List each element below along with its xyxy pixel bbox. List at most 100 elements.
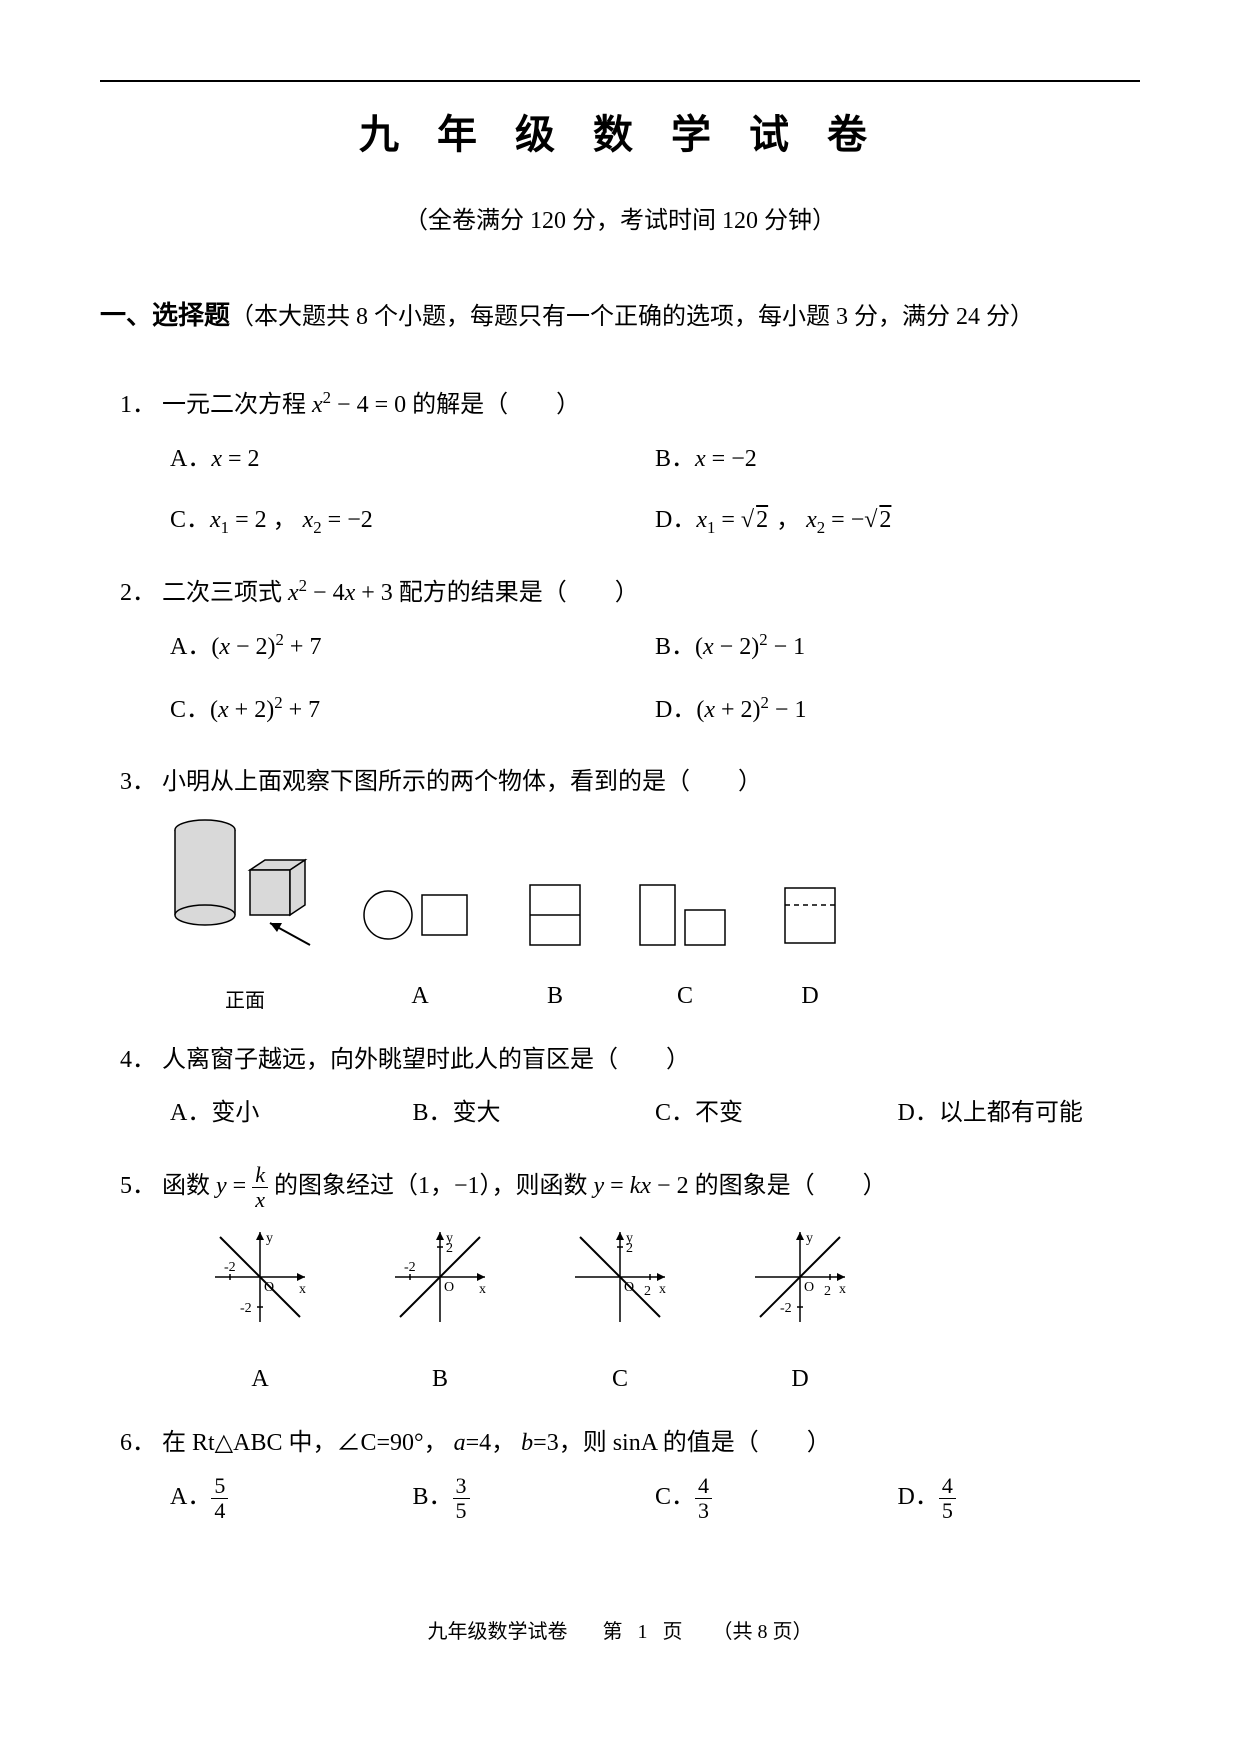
q4-stem: 人离窗子越远，向外眺望时此人的盲区是（ ） [162, 1047, 690, 1073]
q5-graph-d: x y O 2 -2 D [740, 1222, 860, 1402]
svg-text:2: 2 [626, 1241, 633, 1256]
q5-stem-c: 的图象是（ ） [695, 1173, 887, 1199]
svg-text:O: O [444, 1280, 454, 1295]
q6-opt-a: A．54 [170, 1474, 413, 1523]
q4-opt-b: B．变大 [413, 1091, 656, 1137]
q2-stem-b: 配方的结果是（ ） [399, 580, 639, 606]
q1-opt-a: A．x = 2 [170, 437, 655, 483]
svg-text:x: x [479, 1282, 486, 1297]
q3-label-a: A [360, 974, 480, 1020]
q2-stem-a: 二次三项式 [162, 580, 282, 606]
page-subtitle: （全卷满分 120 分，考试时间 120 分钟） [100, 200, 1140, 235]
q1-opt-c: C．x1 = 2 ， x2 = −2 [170, 498, 655, 544]
section-1-heading: 一、选择题 [100, 301, 230, 330]
q3-label-b: B [510, 974, 600, 1020]
svg-text:2: 2 [644, 1284, 651, 1299]
q6-stem-c: =3，则 sinA 的值是（ ） [533, 1430, 831, 1456]
q1-stem-a: 一元二次方程 [162, 392, 306, 418]
q6-stem-a: 在 Rt△ABC 中，∠C=90°， [162, 1430, 448, 1456]
svg-text:-2: -2 [240, 1301, 252, 1316]
q6-options: A．54 B．35 C．43 D．45 [170, 1466, 1140, 1531]
q5-graph-a: x y O -2 -2 A [200, 1222, 320, 1402]
q1-options: A．x = 2 B．x = −2 C．x1 = 2 ， x2 = −2 D．x1… [170, 429, 1140, 552]
question-2: 2． 二次三项式 x2 − 4x + 3 配方的结果是（ ） A．(x − 2)… [120, 570, 1140, 742]
question-3: 3． 小明从上面观察下图所示的两个物体，看到的是（ ） [120, 760, 1140, 1020]
q2-num: 2． [120, 580, 156, 606]
footer-a: 九年级数学试卷 [428, 1621, 568, 1643]
question-1: 1． 一元二次方程 x2 − 4 = 0 的解是（ ） A．x = 2 B．x … [120, 382, 1140, 552]
section-1: 一、选择题（本大题共 8 个小题，每题只有一个正确的选项，每小题 3 分，满分 … [100, 295, 1140, 332]
q5-stem-a: 函数 [162, 1173, 210, 1199]
q2-opt-b: B．(x − 2)2 − 1 [655, 624, 1140, 671]
svg-text:x: x [659, 1282, 666, 1297]
page-title: 九 年 级 数 学 试 卷 [100, 102, 1140, 160]
q6-opt-d: D．45 [898, 1474, 1141, 1523]
top-view-b-icon [510, 880, 600, 950]
top-view-d-icon [770, 880, 850, 950]
q1-opt-d: D．x1 = √2 ， x2 = −√2 [655, 498, 1140, 544]
svg-text:2: 2 [446, 1241, 453, 1256]
q3-label-d: D [770, 974, 850, 1020]
footer-b: 第 [603, 1621, 623, 1643]
q5-label-b: B [380, 1357, 500, 1403]
q5-stem-b: 的图象经过（1，−1），则函数 [274, 1173, 588, 1199]
svg-text:y: y [266, 1231, 273, 1246]
question-4: 4． 人离窗子越远，向外眺望时此人的盲区是（ ） A．变小 B．变大 C．不变 … [120, 1038, 1140, 1145]
q5-graph-b: x y O -2 2 B [380, 1222, 500, 1402]
q5-label-a: A [200, 1357, 320, 1403]
q4-opt-d: D．以上都有可能 [898, 1091, 1141, 1137]
q1-opt-b: B．x = −2 [655, 437, 1140, 483]
q3-opt-d: D [770, 880, 850, 1020]
svg-text:-2: -2 [224, 1260, 236, 1275]
svg-text:-2: -2 [404, 1260, 416, 1275]
footer-d: （共 8 页） [713, 1621, 813, 1643]
q3-opt-c: C [630, 880, 740, 1020]
top-view-c-icon [630, 880, 740, 950]
q5-label-c: C [560, 1357, 680, 1403]
q2-opt-a: A．(x − 2)2 + 7 [170, 624, 655, 671]
q2-opt-c: C．(x + 2)2 + 7 [170, 687, 655, 734]
q1-num: 1． [120, 392, 156, 418]
svg-text:-2: -2 [780, 1301, 792, 1316]
svg-text:O: O [804, 1280, 814, 1295]
q6-num: 6． [120, 1430, 156, 1456]
q2-expr: x2 − 4x + 3 [288, 580, 393, 606]
page-footer: 九年级数学试卷 第 1 页 （共 8 页） [100, 1615, 1140, 1644]
svg-text:O: O [624, 1280, 634, 1295]
q3-front-label: 正面 [160, 982, 330, 1020]
top-view-a-icon [360, 880, 480, 950]
page: 九 年 级 数 学 试 卷 （全卷满分 120 分，考试时间 120 分钟） 一… [100, 80, 1140, 1674]
solids-icon [160, 815, 330, 965]
q5-graph-c: x y O 2 2 C [560, 1222, 680, 1402]
svg-text:2: 2 [824, 1284, 831, 1299]
question-6: 6． 在 Rt△ABC 中，∠C=90°， a=4， b=3，则 sinA 的值… [120, 1421, 1140, 1532]
q6-opt-c: C．43 [655, 1474, 898, 1523]
q6-opt-b: B．35 [413, 1474, 656, 1523]
q3-num: 3． [120, 769, 156, 795]
q4-options: A．变小 B．变大 C．不变 D．以上都有可能 [170, 1083, 1140, 1145]
q5-expr2: y = kx − 2 [594, 1173, 689, 1199]
axes-icon: x y O 2 -2 [740, 1222, 860, 1332]
q3-opt-b: B [510, 880, 600, 1020]
section-1-desc: （本大题共 8 个小题，每题只有一个正确的选项，每小题 3 分，满分 24 分） [230, 304, 1034, 330]
svg-text:y: y [806, 1231, 813, 1246]
q4-opt-c: C．不变 [655, 1091, 898, 1137]
q2-opt-d: D．(x + 2)2 − 1 [655, 687, 1140, 734]
q3-opt-a: A [360, 880, 480, 1020]
q5-expr1: y = kx [216, 1173, 268, 1199]
axes-icon: x y O -2 2 [380, 1222, 500, 1332]
q5-num: 5． [120, 1173, 156, 1199]
svg-text:x: x [299, 1282, 306, 1297]
top-rule [100, 80, 1140, 82]
axes-icon: x y O -2 -2 [200, 1222, 320, 1332]
q3-solids: 正面 [160, 815, 330, 1020]
svg-text:x: x [839, 1282, 846, 1297]
axes-icon: x y O 2 2 [560, 1222, 680, 1332]
footer-c: 页 [663, 1621, 683, 1643]
svg-text:O: O [264, 1280, 274, 1295]
q3-figures: 正面 A B [160, 815, 1140, 1020]
question-5: 5． 函数 y = kx 的图象经过（1，−1），则函数 y = kx − 2 … [120, 1163, 1140, 1403]
q1-expr: x2 − 4 = 0 [312, 392, 406, 418]
footer-page: 1 [638, 1621, 648, 1643]
q2-options: A．(x − 2)2 + 7 B．(x − 2)2 − 1 C．(x + 2)2… [170, 616, 1140, 741]
